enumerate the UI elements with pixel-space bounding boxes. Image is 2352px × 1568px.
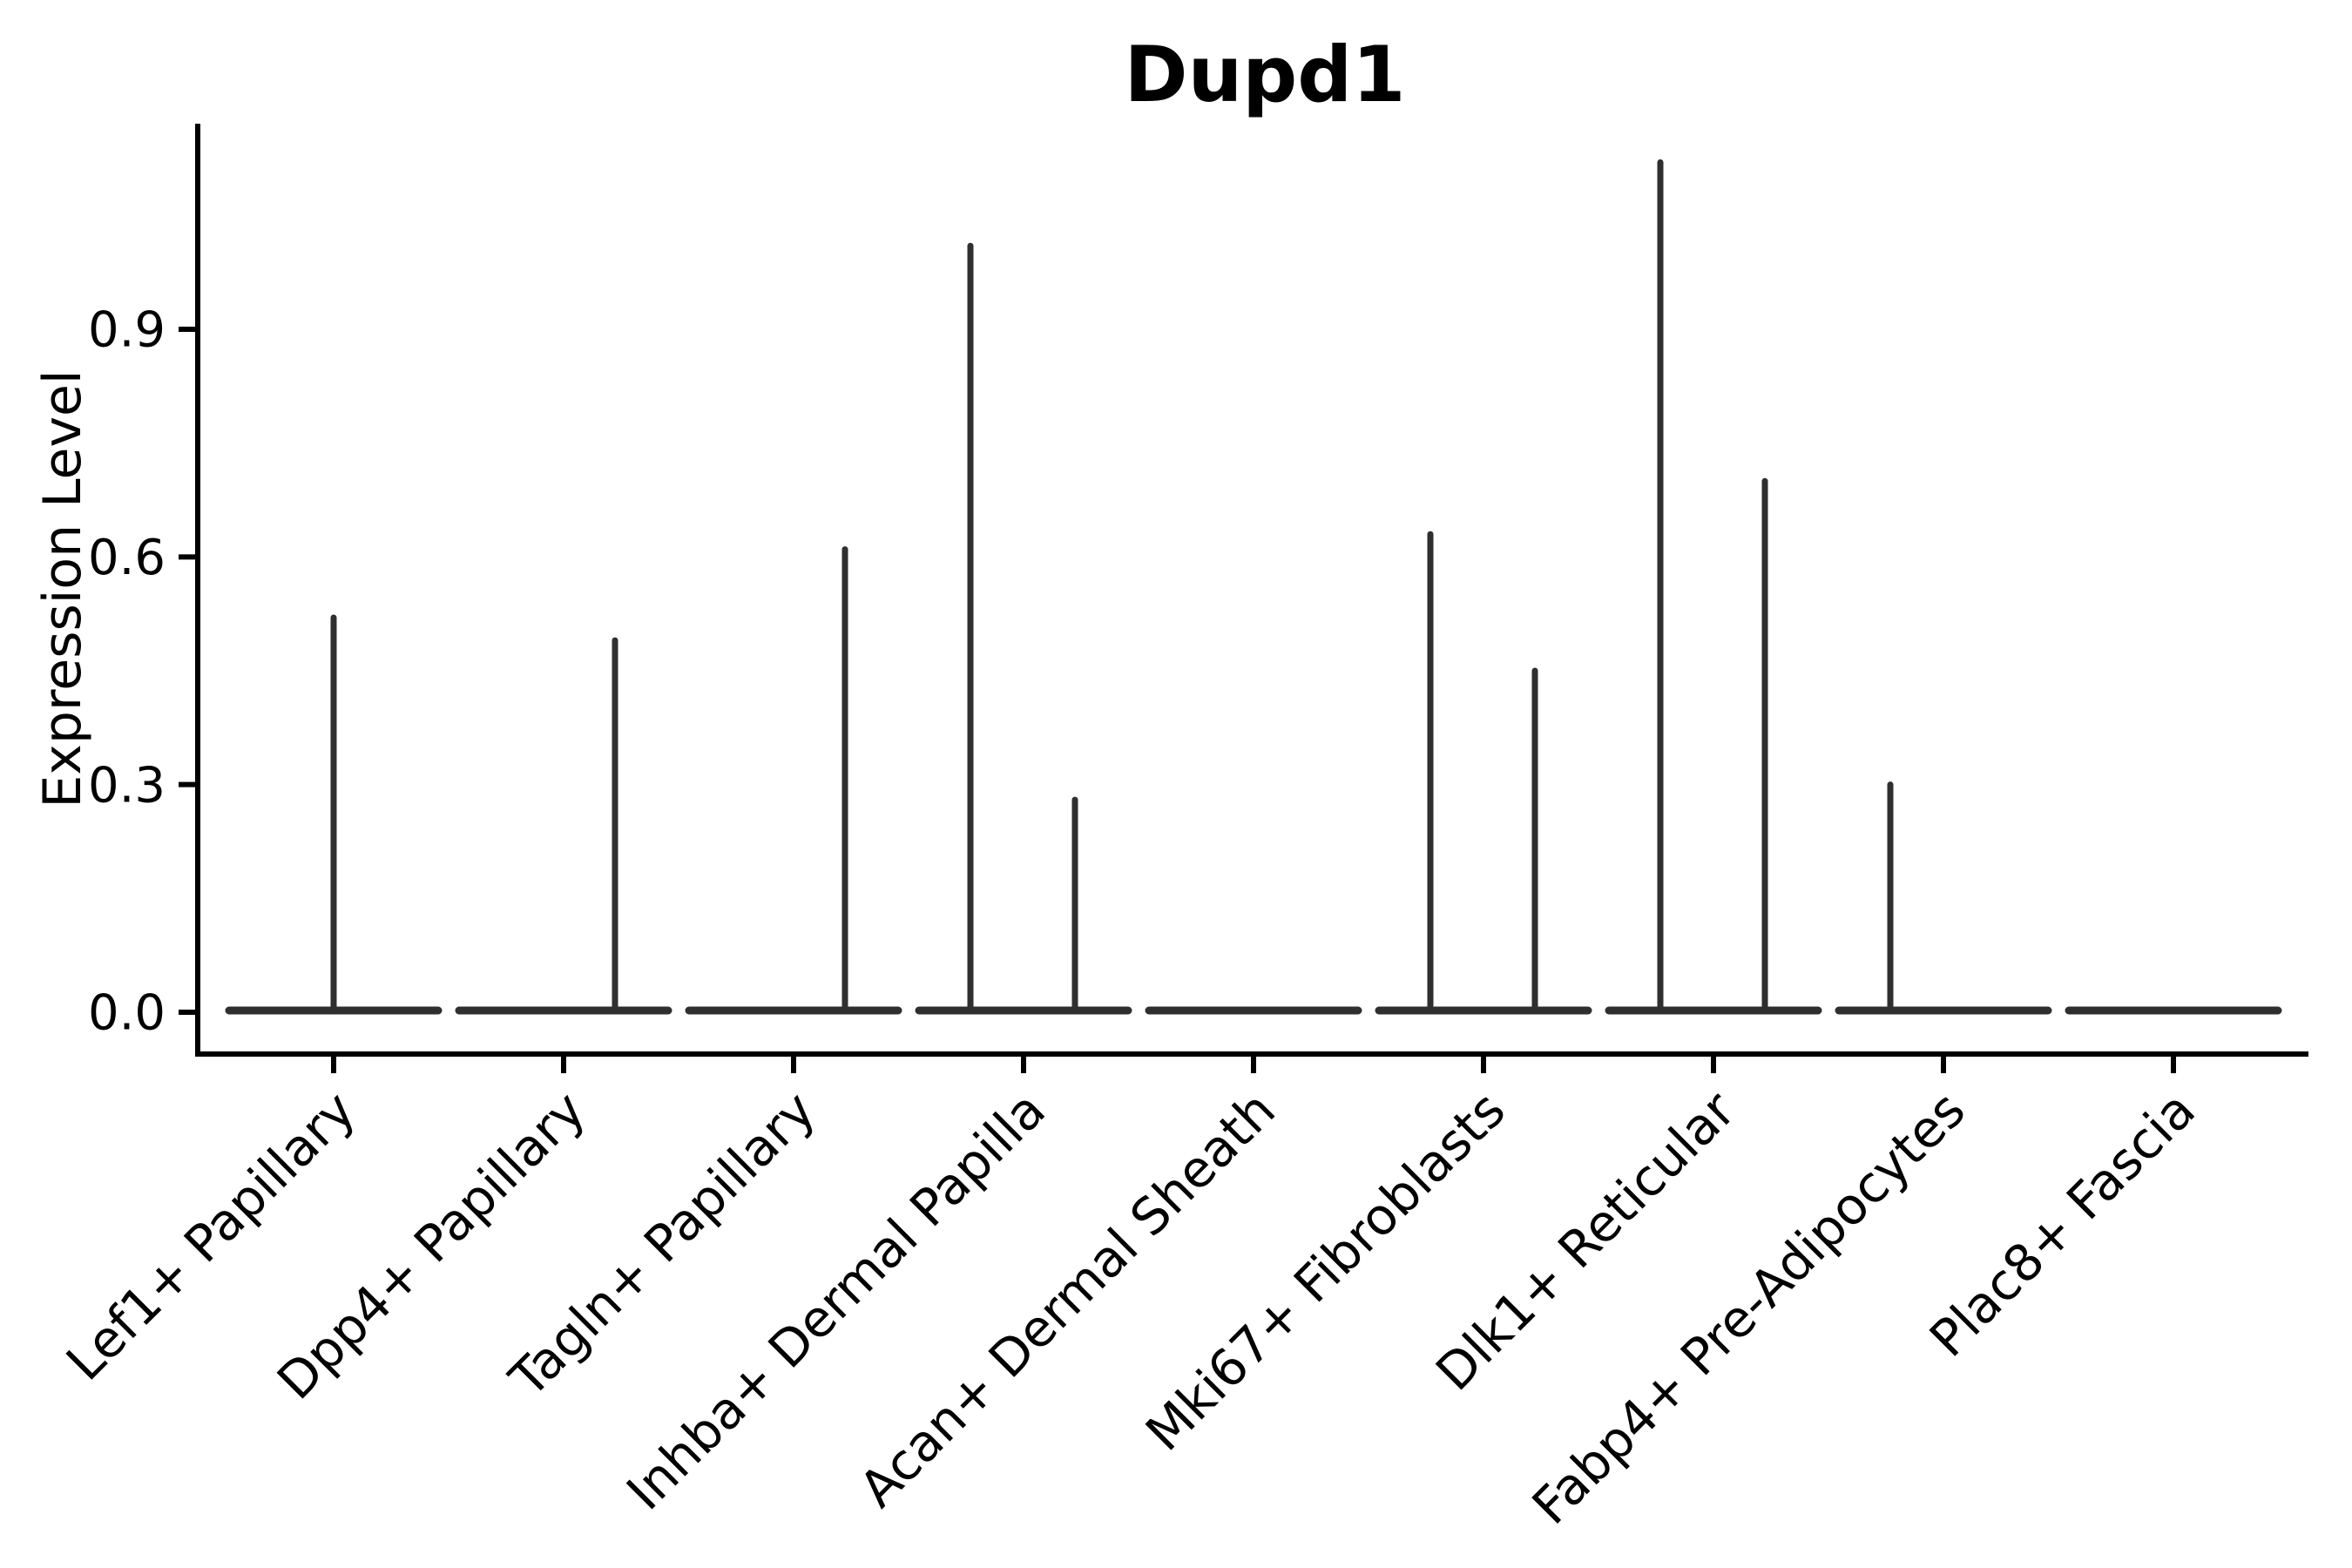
x-category-label: Acan+ Dermal Sheath xyxy=(848,1080,1286,1518)
x-category-label: Inhba+ Dermal Papilla xyxy=(615,1080,1057,1522)
y-tick-label: 0.6 xyxy=(88,530,166,586)
y-tick-label: 0.0 xyxy=(88,985,166,1042)
y-tick-label: 0.3 xyxy=(88,757,166,814)
x-category-label: Fabp4+ Pre-Adipocytes xyxy=(1521,1080,1977,1536)
y-tick-label: 0.9 xyxy=(88,302,166,359)
plot-title: Dupd1 xyxy=(1124,30,1406,119)
